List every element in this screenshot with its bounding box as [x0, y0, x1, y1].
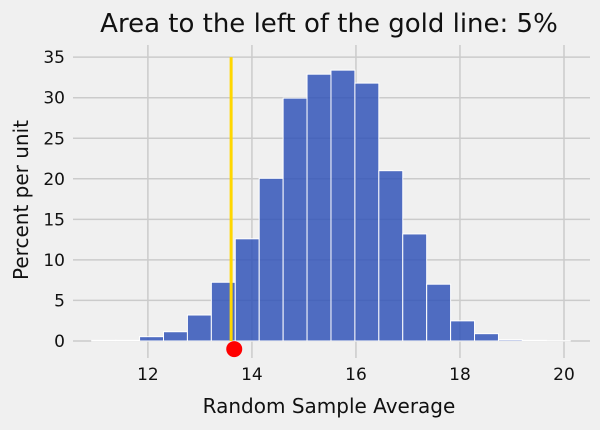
histogram-bar	[379, 171, 403, 341]
y-tick-label: 0	[54, 332, 65, 352]
x-tick-label: 12	[137, 365, 159, 385]
histogram-bar	[475, 334, 499, 341]
y-tick-label: 30	[43, 89, 65, 109]
red-point	[226, 341, 242, 357]
histogram-bar	[259, 178, 283, 341]
x-tick-label: 14	[241, 365, 263, 385]
y-tick-label: 35	[43, 48, 65, 68]
y-tick-label: 25	[43, 129, 65, 149]
histogram-bar	[355, 83, 379, 341]
histogram-bar	[403, 234, 427, 341]
y-tick-label: 5	[54, 291, 65, 311]
y-tick-label: 15	[43, 210, 65, 230]
histogram-bar	[164, 332, 188, 341]
x-tick-label: 20	[553, 365, 575, 385]
histogram-bar	[498, 340, 522, 341]
histogram-bar	[331, 70, 355, 341]
chart-title: Area to the left of the gold line: 5%	[100, 9, 558, 39]
histogram-bar	[451, 321, 475, 341]
x-tick-label: 16	[345, 365, 367, 385]
histogram-bar	[427, 284, 451, 341]
y-tick-label: 10	[43, 251, 65, 271]
histogram-bar	[140, 337, 164, 341]
y-tick-label: 20	[43, 170, 65, 190]
histogram-bar	[92, 340, 116, 341]
y-axis-label: Percent per unit	[9, 120, 33, 280]
histogram-bar	[283, 98, 307, 341]
histogram-bar	[116, 340, 140, 341]
histogram-bar	[307, 74, 331, 341]
x-tick-label: 18	[449, 365, 471, 385]
x-axis-label: Random Sample Average	[203, 394, 456, 418]
histogram-bar	[187, 315, 211, 341]
histogram-bar	[522, 340, 546, 341]
histogram-bar	[235, 239, 259, 341]
